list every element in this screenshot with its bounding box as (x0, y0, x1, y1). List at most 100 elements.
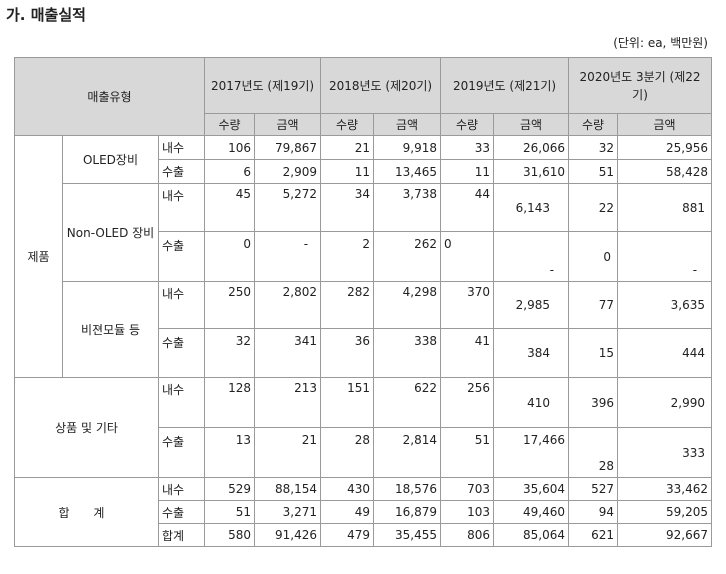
kind-label: 내수 (157, 281, 206, 329)
cell: 35,455 (373, 523, 442, 547)
cell: 213 (254, 377, 322, 428)
cell: 881 (617, 183, 713, 232)
cell: 0 (440, 231, 495, 282)
cell: 92,667 (617, 523, 713, 547)
cell: 2,814 (373, 427, 442, 478)
cell: 6,143 (493, 183, 570, 232)
cell: 2,909 (254, 159, 322, 184)
cell: 91,426 (254, 523, 322, 547)
cell: 94 (568, 500, 619, 524)
kind-label: 합계 (157, 523, 206, 547)
table-row: 합계 580 91,426 479 35,455 806 85,064 621 … (15, 523, 713, 547)
cell: 18,576 (373, 477, 442, 501)
cell: 17,466 (493, 427, 570, 478)
table-row: 비젼모듈 등 내수 250 2,802 282 4,298 370 2,985 … (15, 281, 713, 378)
cell: 333 (617, 427, 713, 478)
cell: 103 (440, 500, 495, 524)
cell: 3,271 (254, 500, 322, 524)
cell: 35,604 (493, 477, 570, 501)
cell: 13 (204, 427, 256, 478)
cell: 45 (204, 183, 256, 232)
kind-label: 내수 (157, 135, 206, 160)
kind-label: 수출 (157, 231, 206, 282)
kind-label: 내수 (157, 377, 206, 428)
cell: 44 (440, 183, 495, 232)
cell: 9,918 (373, 135, 442, 160)
cell: 256 (440, 377, 495, 428)
cell: 79,867 (254, 135, 322, 160)
sales-table: 매출유형 2017년도 (제19기) 2018년도 (제20기) 2019년도 … (13, 57, 713, 547)
cell: 16,879 (373, 500, 442, 524)
cell: 11 (440, 159, 495, 184)
cell: 32 (204, 328, 256, 378)
cell: 13,465 (373, 159, 442, 184)
cell: 28 (568, 427, 619, 478)
cell: 430 (320, 477, 375, 501)
header-amt: 금액 (373, 113, 442, 136)
cell: 396 (568, 377, 619, 428)
cell: 77 (568, 281, 619, 329)
cell: 0 (568, 231, 619, 282)
cell: 21 (254, 427, 322, 478)
cell: 11 (320, 159, 375, 184)
table-row: Non-OLED 장비 내수 45 5,272 34 3,738 44 6,14… (15, 183, 713, 282)
table-row: 수출 13 21 28 2,814 51 17,466 28 333 (15, 427, 713, 478)
table-row: 합 계 내수 529 88,154 430 18,576 703 35,604 … (14, 477, 713, 547)
cell: - (254, 231, 322, 282)
section-title: 가. 매출실적 (6, 6, 86, 24)
cell: 0 (204, 231, 256, 282)
cell: 32 (568, 135, 619, 160)
header-year-2019: 2019년도 (제21기) (440, 57, 570, 114)
cell: 3,738 (373, 183, 442, 232)
subgroup-vision: 비젼모듈 등 (62, 281, 159, 378)
cell: 58,428 (617, 159, 713, 184)
cell: 31,610 (493, 159, 570, 184)
cell: 4,298 (373, 281, 442, 329)
table-row: 제품 OLED장비 내수 106 79,867 21 9,918 33 26,0… (14, 135, 713, 378)
cell: 6 (204, 159, 256, 184)
header-qty: 수량 (204, 113, 256, 136)
cell: 282 (320, 281, 375, 329)
header-qty: 수량 (440, 113, 495, 136)
cell: 3,635 (617, 281, 713, 329)
cell: 26,066 (493, 135, 570, 160)
kind-label: 수출 (157, 159, 206, 184)
cell: - (493, 231, 570, 282)
table-row: 수출 0 - 2 262 0 - 0 - (15, 231, 713, 282)
cell: 88,154 (254, 477, 322, 501)
cell: 384 (493, 328, 570, 378)
cell: 34 (320, 183, 375, 232)
cell: 370 (440, 281, 495, 329)
cell: 36 (320, 328, 375, 378)
subgroup-oled: OLED장비 (62, 135, 159, 184)
cell: 33 (440, 135, 495, 160)
cell: 703 (440, 477, 495, 501)
cell: 28 (320, 427, 375, 478)
kind-label: 수출 (157, 500, 206, 524)
cell: - (617, 231, 713, 282)
cell: 51 (440, 427, 495, 478)
cell: 22 (568, 183, 619, 232)
cell: 2,990 (617, 377, 713, 428)
cell: 622 (373, 377, 442, 428)
cell: 128 (204, 377, 256, 428)
kind-label: 내수 (157, 183, 206, 232)
cell: 2,802 (254, 281, 322, 329)
cell: 51 (204, 500, 256, 524)
kind-label: 수출 (157, 427, 206, 478)
header-amt: 금액 (254, 113, 322, 136)
cell: 151 (320, 377, 375, 428)
cell: 25,956 (617, 135, 713, 160)
table-row: 상품 및 기타 내수 128 213 151 622 256 410 396 2… (14, 377, 713, 478)
cell: 106 (204, 135, 256, 160)
table-row: 수출 51 3,271 49 16,879 103 49,460 94 59,2… (15, 500, 713, 524)
cell: 49 (320, 500, 375, 524)
header-year-2017: 2017년도 (제19기) (204, 57, 322, 114)
cell: 580 (204, 523, 256, 547)
header-type: 매출유형 (13, 57, 206, 136)
cell: 2,985 (493, 281, 570, 329)
cell: 51 (568, 159, 619, 184)
group-merch: 상품 및 기타 (14, 377, 159, 478)
kind-label: 수출 (157, 328, 206, 378)
cell: 250 (204, 281, 256, 329)
